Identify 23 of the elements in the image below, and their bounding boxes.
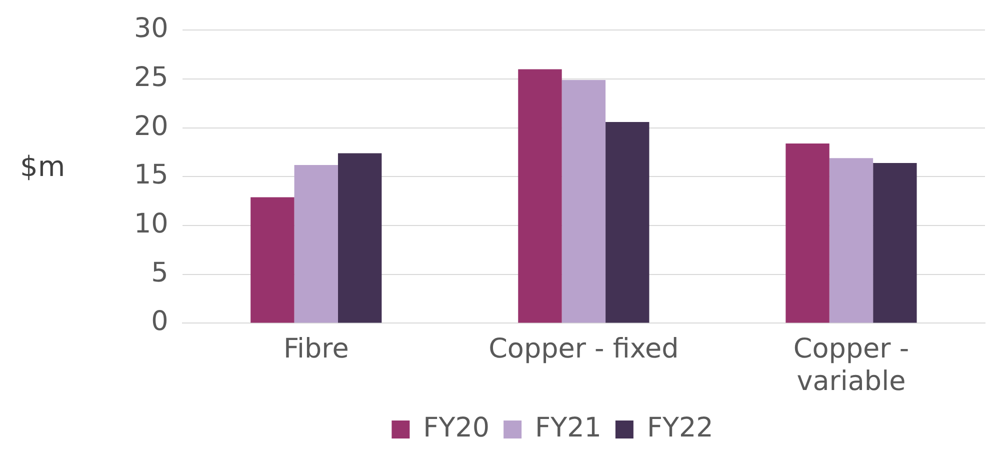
- bar: [829, 158, 874, 323]
- legend-label: FY21: [535, 412, 602, 444]
- y-tick-label: 15: [134, 160, 168, 191]
- y-tick-label: 0: [151, 306, 168, 338]
- y-tick-label: 30: [134, 13, 168, 44]
- x-tick-label: Copper - variable: [793, 333, 910, 397]
- y-axis-title: $m: [20, 150, 66, 183]
- bar: [294, 164, 338, 323]
- y-tick-label: 10: [134, 208, 168, 240]
- bar: [250, 197, 294, 323]
- x-tick-label: Copper - fixed: [488, 333, 679, 364]
- legend-label: FY22: [646, 412, 714, 444]
- x-tick-label: Fibre: [283, 333, 349, 364]
- legend-label: FY20: [423, 412, 490, 444]
- y-tick-label: 5: [151, 257, 168, 288]
- y-tick-label: 25: [134, 62, 168, 94]
- bar: [786, 143, 830, 323]
- bar: [562, 80, 606, 323]
- y-tick-label: 20: [134, 110, 168, 142]
- bar: [873, 163, 917, 323]
- bar: [518, 69, 562, 323]
- bar: [338, 153, 382, 323]
- bar: [606, 122, 650, 323]
